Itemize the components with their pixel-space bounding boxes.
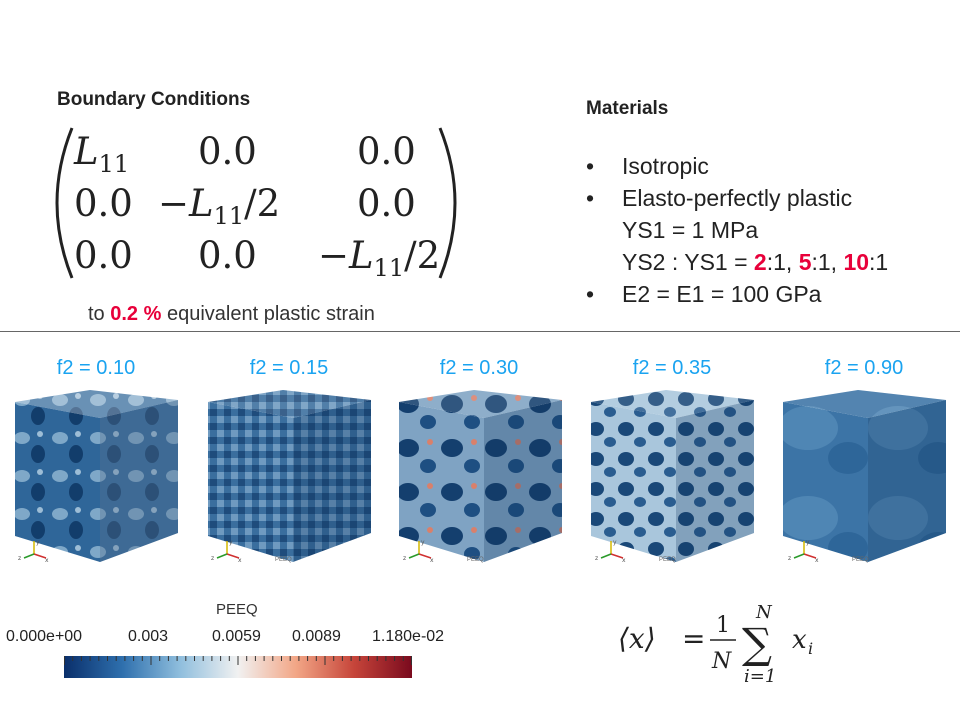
axis-triad-x: x (45, 557, 49, 562)
axis-triad-z: z (211, 555, 214, 562)
ratio-10: 10 (843, 249, 870, 275)
formula-sum-lower: i=1 (744, 666, 776, 686)
materials-item-ys1: YS1 = 1 MPa (586, 214, 956, 246)
matrix-cell-3-2: 0.0 (198, 234, 257, 277)
ratio-suffix: :1 (811, 249, 831, 275)
axis-triad-icon: y z x (401, 536, 435, 564)
colorbar-tick-label-4: 1.180e-02 (372, 628, 445, 645)
matrix-cell-2-3: 0.0 (357, 182, 416, 225)
axis-triad-x: x (430, 557, 434, 562)
axis-triad-x: x (622, 557, 626, 562)
materials-item-moduli: • E2 = E1 = 100 GPa (586, 278, 956, 310)
colorbar-tick-label-1: 0.003 (128, 628, 169, 645)
boundary-matrix: L11 0.0 0.0 0.0 −L11/2 0.0 0.0 0.0 −L11/… (30, 118, 480, 288)
formula-numerator: 1 (716, 613, 730, 638)
cube-label-5: f2 = 0.90 (824, 357, 904, 379)
axis-triad-z: z (595, 555, 598, 562)
bullet: • (586, 185, 595, 211)
mean-formula: ⟨x⟩ = 1 N N ∑ i=1 x i (616, 596, 856, 687)
boundary-conditions-title: Boundary Conditions (57, 89, 251, 110)
materials-item-label: Isotropic (622, 153, 709, 179)
cube-label-2: f2 = 0.15 (249, 357, 329, 379)
cube-render-2 (203, 388, 373, 568)
cube-render-3 (394, 388, 564, 568)
materials-item-label: Elasto-perfectly plastic (622, 185, 853, 211)
colorbar-tick-label-3: 0.0089 (292, 628, 341, 645)
axis-triad-z: z (18, 555, 21, 562)
axis-triad-y: y (613, 539, 617, 546)
colorbar-gradient (64, 656, 412, 678)
materials-item-plastic: • Elasto-perfectly plastic (586, 182, 956, 214)
materials-title: Materials (586, 98, 669, 119)
cube-label-1: f2 = 0.10 (56, 357, 136, 379)
axis-triad-icon: y z x (786, 536, 820, 564)
ratio-suffix: :1 (869, 249, 889, 275)
matrix-cell-2-2: −L11/2 (158, 182, 281, 230)
formula-term: x (792, 625, 807, 655)
matrix-brackets (55, 127, 457, 279)
ratio-suffix: :1 (766, 249, 786, 275)
colorbar-tick-label-2: 0.0059 (212, 628, 261, 645)
strain-target-line: to 0.2 % equivalent plastic strain (88, 303, 375, 326)
comma: , (830, 249, 844, 275)
comma: , (785, 249, 799, 275)
cube-field-label: PEEQ (467, 557, 484, 563)
materials-item-ys2: YS2 : YS1 = 2:1, 5:1, 10:1 (586, 246, 956, 278)
colorbar (64, 656, 412, 678)
ys2-prefix: YS2 : YS1 = (622, 249, 754, 275)
bullet: • (586, 153, 595, 179)
matrix-cell-3-1: 0.0 (74, 234, 133, 277)
colorbar-tick-label-0: 0.000e+00 (6, 628, 83, 645)
formula-lhs: ⟨x⟩ (618, 622, 656, 655)
axis-triad-y: y (421, 539, 425, 546)
materials-item-label: YS1 = 1 MPa (622, 217, 759, 243)
materials-list: • Isotropic • Elasto-perfectly plastic Y… (586, 150, 956, 310)
cube-render-5 (778, 388, 948, 568)
cube-field-label: PEEQ (659, 557, 676, 563)
cube-label-3: f2 = 0.30 (439, 357, 519, 379)
cube-label-4: f2 = 0.35 (632, 357, 712, 379)
bullet: • (586, 281, 595, 307)
axis-triad-z: z (403, 555, 406, 562)
matrix-cell-1-2: 0.0 (198, 130, 257, 173)
cube-field-label: PEEQ (275, 557, 292, 563)
strain-prefix: to (88, 303, 105, 325)
axis-triad-y: y (36, 539, 40, 546)
cube-field-label: PEEQ (852, 557, 869, 563)
axis-triad-y: y (229, 539, 233, 546)
materials-item-label: E2 = E1 = 100 GPa (622, 281, 822, 307)
axis-triad-z: z (788, 555, 791, 562)
formula-term-sub: i (808, 639, 813, 658)
axis-triad-icon: y z x (16, 536, 50, 564)
strain-value: 0.2 % (110, 303, 162, 325)
colorbar-title: PEEQ (216, 601, 258, 618)
formula-denominator: N (711, 649, 732, 674)
formula-equals: = (682, 622, 705, 655)
strain-suffix: equivalent plastic strain (166, 303, 375, 325)
matrix-cell-3-3: −L11/2 (318, 234, 441, 282)
axis-triad-icon: y z x (209, 536, 243, 564)
axis-triad-x: x (238, 557, 242, 562)
axis-triad-x: x (815, 557, 819, 562)
section-divider (0, 331, 960, 332)
ratio-5: 5 (798, 249, 812, 275)
formula-sum-upper: N (755, 602, 773, 623)
formula-sum-symbol: ∑ (742, 619, 772, 668)
ratio-2: 2 (753, 249, 767, 275)
matrix-cell-1-3: 0.0 (357, 130, 416, 173)
matrix-cell-1-1: L11 (74, 130, 130, 178)
cube-render-4 (586, 388, 756, 568)
axis-triad-icon: y z x (593, 536, 627, 564)
materials-item-isotropic: • Isotropic (586, 150, 956, 182)
axis-triad-y: y (806, 539, 810, 546)
cube-render-1 (10, 388, 180, 568)
matrix-cell-2-1: 0.0 (74, 182, 133, 225)
